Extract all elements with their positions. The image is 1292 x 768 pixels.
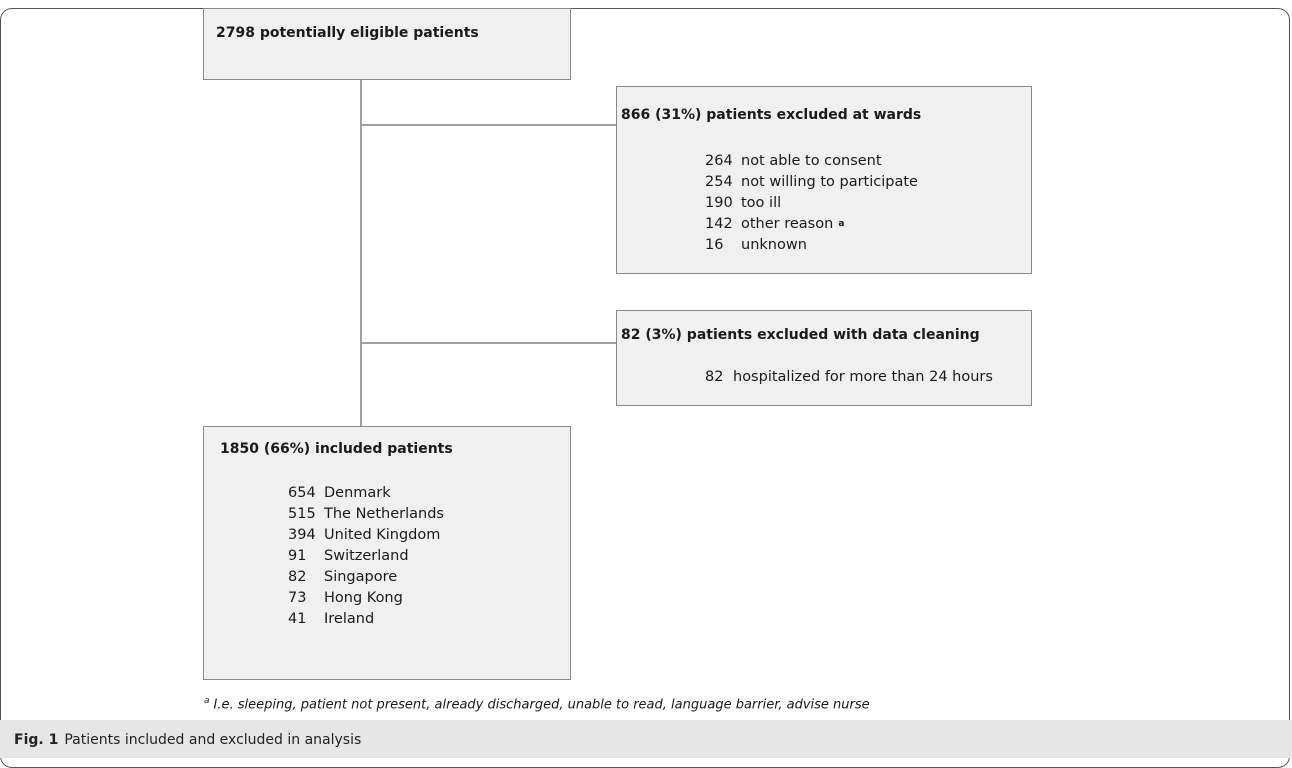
list-item: 654 Denmark (288, 483, 444, 504)
excluded-wards-box: 866 (31%) patients excluded at wards 264… (616, 86, 1032, 274)
count: 73 (288, 590, 307, 606)
included-title: 1850 (66%) included patients (220, 441, 453, 457)
list-item: 41 Ireland (288, 609, 444, 630)
count: 254 (705, 174, 733, 190)
figure-caption: Fig. 1 Patients included and excluded in … (14, 732, 361, 748)
reason-label: too ill (741, 195, 782, 211)
count: 91 (288, 548, 307, 564)
reason-label: unknown (741, 237, 807, 253)
country-label: Switzerland (324, 548, 409, 564)
excluded-cleaning-list: 82 hospitalized for more than 24 hours (705, 367, 993, 388)
count: 82 (288, 569, 307, 585)
reason-label: not able to consent (741, 153, 882, 169)
list-item: 82 hospitalized for more than 24 hours (705, 367, 993, 388)
included-list: 654 Denmark 515 The Netherlands 394 United … (288, 483, 444, 630)
footnote-marker: a (838, 219, 845, 229)
footnote-text: I.e. sleeping, patient not present, alre… (213, 697, 870, 713)
list-item: 82 Singapore (288, 567, 444, 588)
excluded-cleaning-title: 82 (3%) patients excluded with data clea… (621, 327, 980, 343)
connector-to-wards (360, 124, 616, 126)
eligible-title: 2798 potentially eligible patients (216, 25, 479, 41)
caption-text: Patients included and excluded in analys… (64, 732, 362, 748)
excluded-wards-title: 866 (31%) patients excluded at wards (621, 107, 922, 123)
country-label: Hong Kong (324, 590, 403, 606)
list-item: 16 unknown (705, 235, 918, 256)
excluded-wards-list: 264 not able to consent 254 not willing to… (705, 151, 918, 256)
caption-strip: Fig. 1 Patients included and excluded in … (0, 720, 1292, 758)
count: 41 (288, 611, 307, 627)
count: 82 (705, 369, 724, 385)
reason-label: not willing to participate (741, 174, 918, 190)
country-label: Ireland (324, 611, 375, 627)
country-label: Singapore (324, 569, 398, 585)
count: 142 (705, 216, 733, 232)
footnote: a I.e. sleeping, patient not present, alr… (204, 696, 870, 712)
list-item: 190 too ill (705, 193, 918, 214)
count: 654 (288, 485, 316, 501)
reason-label: hospitalized for more than 24 hours (733, 369, 993, 385)
list-item: 91 Switzerland (288, 546, 444, 567)
list-item: 515 The Netherlands (288, 504, 444, 525)
included-box: 1850 (66%) included patients 654 Denmark … (203, 426, 571, 680)
country-label: United Kingdom (324, 527, 441, 543)
list-item: 254 not willing to participate (705, 172, 918, 193)
list-item: 142 other reason a (705, 214, 918, 235)
excluded-cleaning-box: 82 (3%) patients excluded with data clea… (616, 310, 1032, 406)
country-label: Denmark (324, 485, 391, 501)
count: 190 (705, 195, 733, 211)
connector-vertical (360, 80, 362, 428)
list-item: 394 United Kingdom (288, 525, 444, 546)
country-label: The Netherlands (324, 506, 444, 522)
eligible-box: 2798 potentially eligible patients (203, 8, 571, 80)
count: 264 (705, 153, 733, 169)
figure-label: Fig. 1 (14, 732, 59, 748)
reason-label: other reason (741, 216, 834, 232)
list-item: 264 not able to consent (705, 151, 918, 172)
count: 515 (288, 506, 316, 522)
connector-to-cleaning (360, 342, 616, 344)
count: 394 (288, 527, 316, 543)
footnote-marker: a (204, 696, 210, 706)
count: 16 (705, 237, 724, 253)
list-item: 73 Hong Kong (288, 588, 444, 609)
